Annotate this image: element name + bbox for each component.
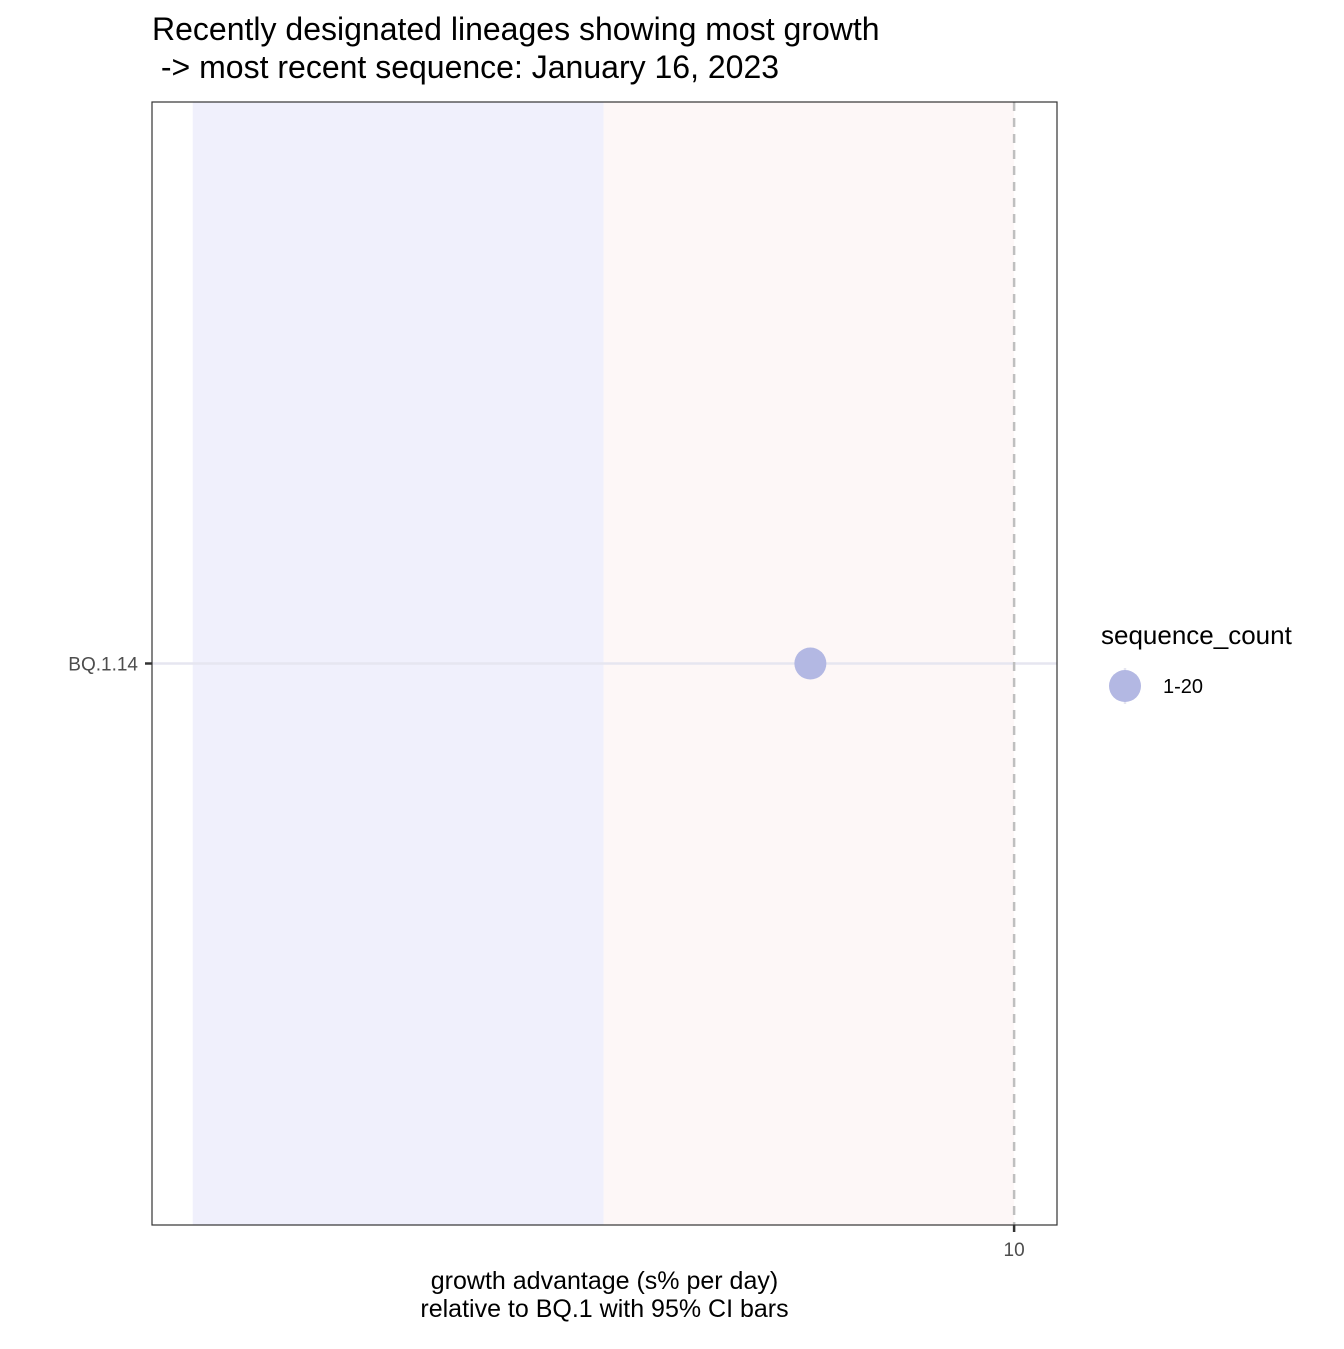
y-tick-label: BQ.1.14 — [68, 655, 138, 676]
data-point — [794, 647, 827, 680]
legend-item-label: 1-20 — [1163, 676, 1203, 698]
x-axis-title-line: growth advantage (s% per day) — [431, 1267, 778, 1295]
legend-title: sequence_count — [1101, 620, 1293, 650]
x-axis-title-line: relative to BQ.1 with 95% CI bars — [420, 1295, 788, 1323]
chart-title-line: Recently designated lineages showing mos… — [152, 11, 880, 47]
x-tick-label: 10 — [1004, 1240, 1025, 1261]
chart-title-line: -> most recent sequence: January 16, 202… — [152, 49, 779, 85]
legend-key-point — [1109, 670, 1141, 702]
